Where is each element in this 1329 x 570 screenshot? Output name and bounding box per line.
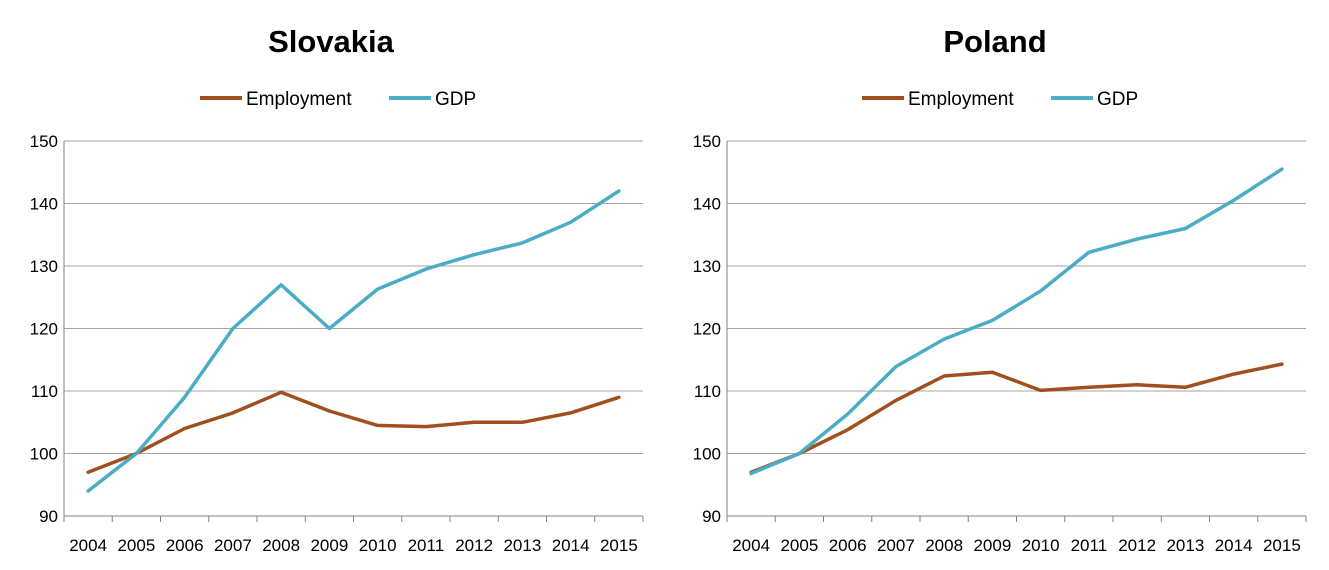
x-tick-label: 2009 — [973, 536, 1011, 555]
x-tick-label: 2008 — [262, 536, 300, 555]
x-tick-label: 2008 — [925, 536, 963, 555]
chart-poland: Poland Employment GDP 90 100 110 120 130 140 1… — [693, 24, 1307, 555]
plot-area: 90 100 110 120 130 140 150 2004 2005 2006 2007 2008… — [693, 132, 1307, 555]
x-tick-label: 2012 — [1118, 536, 1156, 555]
y-tick-label: 100 — [693, 445, 721, 464]
y-tick-label: 130 — [30, 257, 58, 276]
x-tick-label: 2014 — [1215, 536, 1253, 555]
legend: Employment GDP — [200, 89, 476, 110]
chart-title: Poland — [943, 24, 1046, 59]
y-tick-label: 120 — [693, 320, 721, 339]
y-tick-label: 110 — [31, 382, 58, 401]
series-line-gdp — [86, 189, 621, 493]
x-tick-label: 2015 — [600, 536, 638, 555]
x-tick-label: 2013 — [1166, 536, 1204, 555]
x-tick-label: 2014 — [552, 536, 590, 555]
y-tick-label: 120 — [30, 320, 58, 339]
series-line-employment — [749, 362, 1284, 475]
legend-employment-label: Employment — [908, 89, 1014, 110]
x-tick-label: 2009 — [310, 536, 348, 555]
y-tick-label: 140 — [30, 195, 58, 214]
series-line-gdp — [749, 167, 1284, 476]
x-tick-label: 2005 — [117, 536, 155, 555]
x-tick-label: 2015 — [1263, 536, 1301, 555]
y-tick-label: 110 — [694, 382, 721, 401]
x-tick-label: 2010 — [359, 536, 397, 555]
x-tick-label: 2010 — [1022, 536, 1060, 555]
y-tick-label: 100 — [30, 445, 58, 464]
x-tick-label: 2005 — [780, 536, 818, 555]
x-tick-label: 2007 — [877, 536, 915, 555]
plot-area: 90 100 110 120 130 140 150 2004 2005 2006 2007 2008… — [30, 132, 644, 555]
y-tick-label: 150 — [30, 132, 58, 151]
legend-gdp-label: GDP — [1097, 89, 1138, 110]
x-tick-label: 2006 — [829, 536, 867, 555]
x-tick-label: 2012 — [455, 536, 493, 555]
x-tick-label: 2004 — [69, 536, 107, 555]
x-tick-label: 2013 — [503, 536, 541, 555]
y-tick-label: 90 — [39, 507, 58, 526]
x-tick-label: 2011 — [408, 536, 445, 555]
x-tick-label: 2006 — [166, 536, 204, 555]
legend: Employment GDP — [862, 89, 1138, 110]
chart-title: Slovakia — [268, 24, 395, 59]
x-tick-label: 2011 — [1071, 536, 1108, 555]
y-tick-label: 150 — [693, 132, 721, 151]
x-tick-label: 2007 — [214, 536, 252, 555]
y-tick-label: 90 — [702, 507, 721, 526]
legend-employment-label: Employment — [246, 89, 352, 110]
y-tick-label: 140 — [693, 195, 721, 214]
chart-slovakia: Slovakia Employment GDP 90 100 110 120 130 14… — [30, 24, 644, 555]
x-tick-label: 2004 — [732, 536, 770, 555]
series-line-employment — [86, 390, 621, 475]
y-tick-label: 130 — [693, 257, 721, 276]
legend-gdp-label: GDP — [435, 89, 476, 110]
